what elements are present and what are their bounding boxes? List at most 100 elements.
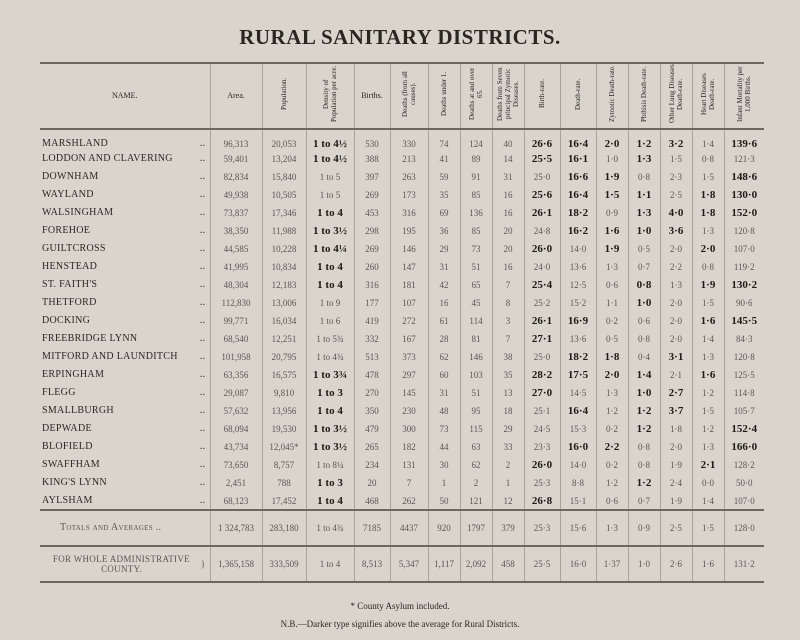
cell-zymotic-death-rate: 0·2 — [595, 456, 628, 474]
cell-death-rate: 15·1 — [559, 492, 596, 510]
cell-births: 8,513 — [353, 545, 390, 583]
column-header-label: Deaths under 1. — [440, 71, 448, 117]
district-name-box: FLEGG.. — [42, 387, 210, 399]
cell-infant-mortality-per-1-000-births: 105·7 — [723, 402, 764, 420]
cell-area: 99,771 — [209, 312, 262, 330]
cell-density-of-population-per-acre: 1 to 6 — [305, 312, 354, 330]
cell-death-rate: 16·4 — [559, 186, 596, 204]
cell-zymotic-death-rate: 1·3 — [595, 509, 628, 546]
cell-phthisis-death-rate: 0·7 — [627, 492, 660, 510]
cell-deaths-from-all-causes: 213 — [389, 150, 428, 168]
cell-deaths-from-all-causes: 263 — [389, 168, 428, 186]
table-row: FOREHOE.. 38,350 11,988 1 to 3½ 298 195 36 85 20… — [40, 222, 764, 240]
cell-deaths-from-seven-principal-zymotic-diseases: 16 — [491, 258, 524, 276]
district-name: HENSTEAD.. — [40, 258, 210, 276]
cell-deaths-from-all-causes: 373 — [389, 348, 428, 366]
district-name-box: FOREHOE.. — [42, 225, 210, 237]
district-name: FREEBRIDGE LYNN.. — [40, 330, 210, 348]
cell-heart-diseases-death-rate: 1·9 — [691, 276, 724, 294]
cell-births: 419 — [353, 312, 390, 330]
cell-death-rate: 14·5 — [559, 384, 596, 402]
cell-deaths-under-1: 31 — [427, 384, 460, 402]
cell-deaths-from-seven-principal-zymotic-diseases: 20 — [491, 240, 524, 258]
cell-density-of-population-per-acre: 1 to 4½ — [305, 150, 354, 168]
cell-infant-mortality-per-1-000-births: 125·5 — [723, 366, 764, 384]
cell-density-of-population-per-acre: 1 to 4 — [305, 545, 354, 583]
cell-infant-mortality-per-1-000-births: 90·6 — [723, 294, 764, 312]
cell-deaths-under-1: 36 — [427, 222, 460, 240]
leader-dots: .. — [199, 387, 206, 398]
district-name-text: GUILTCROSS — [42, 243, 106, 254]
cell-zymotic-death-rate: 2·0 — [595, 129, 628, 150]
cell-birth-rate: 24·8 — [523, 222, 560, 240]
district-name-text: DEPWADE — [42, 423, 92, 434]
district-name: BLOFIELD.. — [40, 438, 210, 456]
column-header: Other Lung Diseases Death-rate. — [659, 62, 692, 130]
district-name-box: SMALLBURGH.. — [42, 405, 210, 417]
column-header: Deaths (from all causes). — [389, 62, 428, 130]
cell-density-of-population-per-acre: 1 to 3¾ — [305, 366, 354, 384]
district-name: FOR WHOLE ADMINISTRATIVE COUNTY.} — [40, 545, 210, 583]
cell-births: 468 — [353, 492, 390, 510]
cell-deaths-from-all-causes: 262 — [389, 492, 428, 510]
district-name-box: ERPINGHAM.. — [42, 369, 210, 381]
header-row: NAME. Area. Population. Density of Populati… — [40, 62, 764, 130]
cell-phthisis-death-rate: 0·7 — [627, 258, 660, 276]
column-header: Area. — [209, 62, 262, 130]
cell-heart-diseases-death-rate: 0·8 — [691, 258, 724, 276]
leader-dots: .. — [199, 441, 206, 452]
cell-infant-mortality-per-1-000-births: 119·2 — [723, 258, 764, 276]
cell-phthisis-death-rate: 1·4 — [627, 366, 660, 384]
cell-birth-rate: 27·0 — [523, 384, 560, 402]
cell-deaths-from-all-causes: 316 — [389, 204, 428, 222]
district-name-box: WALSINGHAM.. — [42, 207, 210, 219]
cell-deaths-from-seven-principal-zymotic-diseases: 14 — [491, 150, 524, 168]
cell-birth-rate: 25·4 — [523, 276, 560, 294]
cell-population: 15,840 — [261, 168, 306, 186]
cell-deaths-at-and-over-65: 62 — [459, 456, 492, 474]
cell-deaths-from-all-causes: 107 — [389, 294, 428, 312]
cell-heart-diseases-death-rate: 1·5 — [691, 294, 724, 312]
cell-phthisis-death-rate: 0·9 — [627, 509, 660, 546]
cell-births: 453 — [353, 204, 390, 222]
cell-deaths-from-all-causes: 4437 — [389, 509, 428, 546]
table-row: WAYLAND.. 49,938 10,505 1 to 5 269 173 35 85 16 2… — [40, 186, 764, 204]
district-name-box: MARSHLAND.. — [42, 138, 210, 150]
note: N.B.—Darker type signifies above the ave… — [280, 619, 520, 629]
cell-deaths-at-and-over-65: 2,092 — [459, 545, 492, 583]
district-name: FOREHOE.. — [40, 222, 210, 240]
cell-zymotic-death-rate: 0·6 — [595, 276, 628, 294]
cell-deaths-from-all-causes: 181 — [389, 276, 428, 294]
cell-zymotic-death-rate: 2·2 — [595, 438, 628, 456]
district-name: DOCKING.. — [40, 312, 210, 330]
cell-other-lung-diseases-death-rate: 2·6 — [659, 545, 692, 583]
cell-deaths-under-1: 42 — [427, 276, 460, 294]
district-name-text: SWAFFHAM — [42, 459, 100, 470]
cell-birth-rate: 26·0 — [523, 456, 560, 474]
rural-sanitary-districts-table: NAME. Area. Population. Density of Populati… — [40, 62, 764, 583]
cell-population: 9,810 — [261, 384, 306, 402]
cell-zymotic-death-rate: 1·2 — [595, 402, 628, 420]
cell-birth-rate: 25·6 — [523, 186, 560, 204]
column-header-label: Heart Diseases Death-rate. — [700, 73, 716, 115]
cell-birth-rate: 25·2 — [523, 294, 560, 312]
cell-deaths-under-1: 35 — [427, 186, 460, 204]
district-name-text: KING'S LYNN — [42, 477, 107, 488]
leader-dots: .. — [199, 315, 206, 326]
cell-phthisis-death-rate: 0·5 — [627, 240, 660, 258]
cell-population: 12,183 — [261, 276, 306, 294]
cell-deaths-from-all-causes: 147 — [389, 258, 428, 276]
cell-infant-mortality-per-1-000-births: 50·0 — [723, 474, 764, 492]
column-header: Deaths from Seven principal Zymotic Dise… — [491, 62, 524, 130]
cell-population: 19,530 — [261, 420, 306, 438]
cell-deaths-at-and-over-65: 85 — [459, 222, 492, 240]
cell-deaths-under-1: 74 — [427, 129, 460, 150]
district-name-box: ST. FAITH'S.. — [42, 279, 210, 291]
cell-density-of-population-per-acre: 1 to 4 — [305, 258, 354, 276]
cell-infant-mortality-per-1-000-births: 114·8 — [723, 384, 764, 402]
district-name-box: DOWNHAM.. — [42, 171, 210, 183]
cell-heart-diseases-death-rate: 1·6 — [691, 366, 724, 384]
cell-deaths-at-and-over-65: 63 — [459, 438, 492, 456]
cell-infant-mortality-per-1-000-births: 130·0 — [723, 186, 764, 204]
district-name-box: MITFORD AND LAUNDITCH.. — [42, 351, 210, 363]
